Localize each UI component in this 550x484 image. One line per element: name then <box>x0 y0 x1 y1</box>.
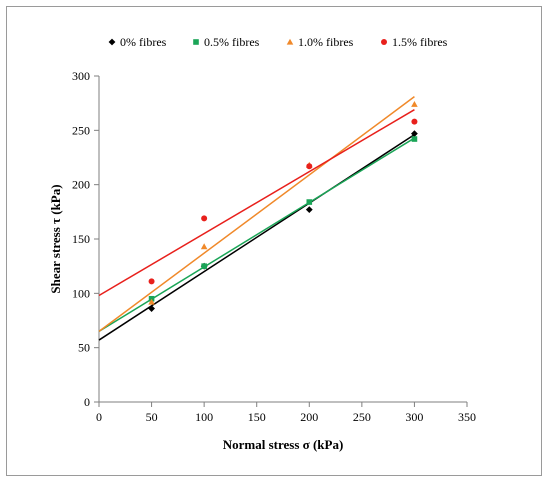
data-point-series-2 <box>306 199 313 205</box>
legend-marker-series-3 <box>286 38 294 45</box>
y-tick-label: 150 <box>72 232 90 246</box>
data-point-series-4 <box>201 215 208 222</box>
y-tick-label: 300 <box>72 69 90 83</box>
x-tick-label: 150 <box>248 410 266 424</box>
x-axis-title: Normal stress σ (kPa) <box>223 437 344 452</box>
trendline-series-4 <box>98 109 415 297</box>
legend-label: 0.5% fibres <box>204 35 260 49</box>
legend: 0% fibres 0.5% fibres 1.0% fibres 1.5% fibr… <box>108 35 448 49</box>
data-point-series-2 <box>411 136 418 142</box>
y-tick-label: 200 <box>72 178 90 192</box>
trendline-series-1 <box>98 134 415 341</box>
trendline-series-3 <box>98 96 415 332</box>
data-point-series-4 <box>148 278 155 285</box>
y-tick-label: 250 <box>72 123 90 137</box>
x-tick-label: 350 <box>458 410 476 424</box>
x-tick-label: 250 <box>353 410 371 424</box>
data-point-series-3 <box>411 100 418 107</box>
legend-marker-series-2 <box>193 39 199 45</box>
data-point-series-2 <box>201 263 207 269</box>
data-point-series-3 <box>200 243 208 250</box>
x-axis-ticks: 0 50 100 150 200 250 300 350 <box>96 402 476 424</box>
chart-frame <box>6 6 542 476</box>
x-tick-label: 0 <box>96 410 102 424</box>
data-point-series-1 <box>411 130 418 137</box>
data-points-group <box>148 100 418 312</box>
x-tick-label: 100 <box>195 410 213 424</box>
y-axis-title: Shear stress τ (kPa) <box>48 184 63 293</box>
legend-marker-series-1 <box>108 38 116 46</box>
data-point-series-1 <box>148 305 155 312</box>
legend-marker-series-4 <box>381 39 387 45</box>
x-tick-label: 50 <box>146 410 158 424</box>
data-point-series-3 <box>148 298 155 305</box>
x-tick-label: 300 <box>405 410 423 424</box>
trendlines-group <box>98 96 415 341</box>
data-point-series-4 <box>411 118 418 125</box>
data-point-series-1 <box>305 206 313 214</box>
y-axis-ticks: 0 50 100 150 200 250 300 <box>72 69 99 409</box>
trendline-series-2 <box>98 137 415 333</box>
x-tick-label: 200 <box>300 410 318 424</box>
legend-label: 1.0% fibres <box>298 35 354 49</box>
legend-label: 0% fibres <box>120 35 167 49</box>
y-tick-label: 0 <box>84 395 90 409</box>
legend-label: 1.5% fibres <box>392 35 448 49</box>
y-tick-label: 50 <box>78 341 90 355</box>
y-tick-label: 100 <box>72 286 90 300</box>
data-point-series-4 <box>306 163 313 170</box>
axes-group: 0 50 100 150 200 250 300 350 0 50 100 150 200 250 300 <box>72 69 476 424</box>
